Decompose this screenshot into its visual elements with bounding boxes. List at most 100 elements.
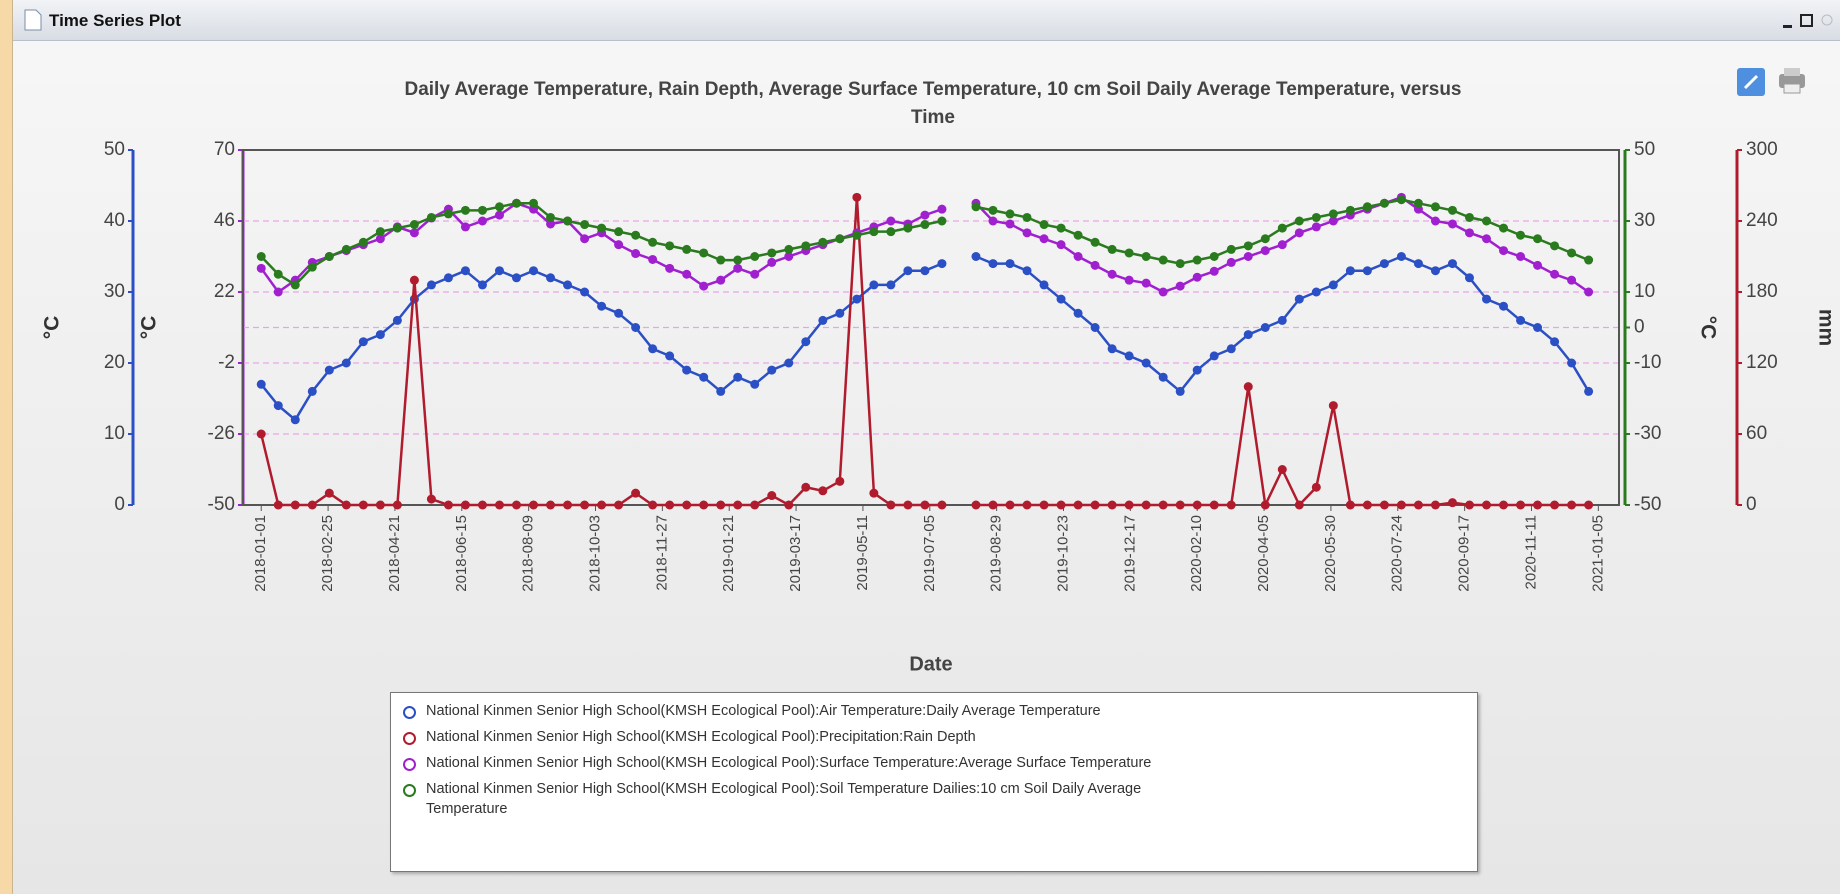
toolbar-icons[interactable] xyxy=(1735,64,1815,104)
window-buttons[interactable] xyxy=(1777,11,1837,33)
data-point xyxy=(1141,500,1151,510)
data-point xyxy=(494,266,504,276)
data-point xyxy=(426,494,436,504)
data-point xyxy=(614,308,624,318)
y-tick-label: -10 xyxy=(1634,352,1661,373)
data-point xyxy=(682,244,692,254)
data-point xyxy=(1175,259,1185,269)
data-point xyxy=(801,241,811,251)
data-point xyxy=(546,273,556,283)
data-point xyxy=(1311,482,1321,492)
data-point xyxy=(1550,241,1560,251)
data-point xyxy=(920,266,930,276)
data-point xyxy=(971,252,981,261)
data-point xyxy=(835,308,845,318)
data-point xyxy=(597,301,607,311)
x-tick-label: 2020-11-11 xyxy=(1522,515,1539,590)
data-point xyxy=(1499,500,1509,510)
data-point xyxy=(1277,223,1287,233)
data-point xyxy=(1533,234,1543,244)
data-point xyxy=(1141,252,1151,261)
data-point xyxy=(307,262,317,272)
x-tick-label: 2020-02-10 xyxy=(1188,515,1205,592)
data-point xyxy=(971,202,981,212)
y-tick-label: -50 xyxy=(1634,494,1661,515)
data-point xyxy=(256,252,266,261)
legend-item[interactable]: National Kinmen Senior High School(KMSH … xyxy=(403,727,1477,747)
data-point xyxy=(290,280,300,290)
legend-label: National Kinmen Senior High School(KMSH … xyxy=(426,703,1101,719)
data-point xyxy=(1039,280,1049,290)
data-point xyxy=(511,273,521,283)
data-point xyxy=(733,255,743,265)
data-point xyxy=(256,263,266,273)
data-point xyxy=(1362,500,1372,510)
data-point xyxy=(273,500,283,510)
data-point xyxy=(733,500,743,510)
data-point xyxy=(1311,222,1321,232)
data-point xyxy=(631,249,641,259)
data-point xyxy=(1294,500,1304,510)
data-point xyxy=(1516,500,1526,510)
data-point xyxy=(1430,216,1440,226)
data-point xyxy=(477,205,487,215)
window-title: Time Series Plot xyxy=(49,11,181,30)
legend-item[interactable]: National Kinmen Senior High School(KMSH … xyxy=(403,753,1477,773)
data-point xyxy=(324,252,334,261)
data-point xyxy=(580,287,590,297)
data-point xyxy=(511,500,521,510)
data-point xyxy=(818,237,828,247)
data-point xyxy=(869,280,879,290)
data-point xyxy=(546,212,556,222)
data-point xyxy=(1516,315,1526,325)
data-point xyxy=(767,365,777,375)
data-point xyxy=(1533,260,1543,270)
data-point xyxy=(460,500,470,510)
data-point xyxy=(1362,266,1372,276)
data-point xyxy=(1005,209,1015,219)
data-point xyxy=(1107,269,1117,279)
data-point xyxy=(1328,209,1338,219)
data-point xyxy=(733,263,743,273)
data-point xyxy=(375,227,385,237)
y-tick-label: 22 xyxy=(214,281,235,302)
legend-label: National Kinmen Senior High School(KMSH … xyxy=(426,729,976,745)
data-point xyxy=(1516,230,1526,240)
data-point xyxy=(1533,500,1543,510)
x-tick-label: 2018-10-03 xyxy=(586,515,603,592)
y-tick-label: 300 xyxy=(1746,139,1778,160)
x-tick-label: 2020-09-17 xyxy=(1456,515,1473,592)
data-point xyxy=(988,205,998,215)
data-point xyxy=(784,244,794,254)
data-point xyxy=(920,500,930,510)
data-point xyxy=(1022,212,1032,222)
data-point xyxy=(1039,220,1049,230)
data-point xyxy=(1175,386,1185,396)
data-point xyxy=(1005,259,1015,269)
data-point xyxy=(1209,351,1219,361)
data-point xyxy=(1482,500,1492,510)
x-tick-label: 2019-10-23 xyxy=(1054,515,1071,592)
data-point xyxy=(477,216,487,226)
data-point xyxy=(426,212,436,222)
data-point xyxy=(665,241,675,251)
x-tick-label: 2020-04-05 xyxy=(1255,515,1272,592)
data-point xyxy=(1107,244,1117,254)
y-tick-label: 30 xyxy=(104,281,125,302)
data-point xyxy=(1584,255,1594,265)
data-point xyxy=(1073,308,1083,318)
legend-item[interactable]: National Kinmen Senior High School(KMSH … xyxy=(403,701,1477,721)
x-tick-label: 2019-01-21 xyxy=(720,515,737,592)
y-tick-label: 10 xyxy=(1634,281,1655,302)
data-point xyxy=(1039,500,1049,510)
data-point xyxy=(716,255,726,265)
data-point xyxy=(1022,266,1032,276)
data-point xyxy=(1328,280,1338,290)
data-point xyxy=(1447,219,1457,229)
y-tick-label: -50 xyxy=(208,494,235,515)
data-point xyxy=(1039,234,1049,244)
data-point xyxy=(1294,216,1304,226)
legend-item[interactable]: National Kinmen Senior High School(KMSH … xyxy=(403,779,1477,819)
data-point xyxy=(648,344,658,354)
data-point xyxy=(1464,228,1474,238)
